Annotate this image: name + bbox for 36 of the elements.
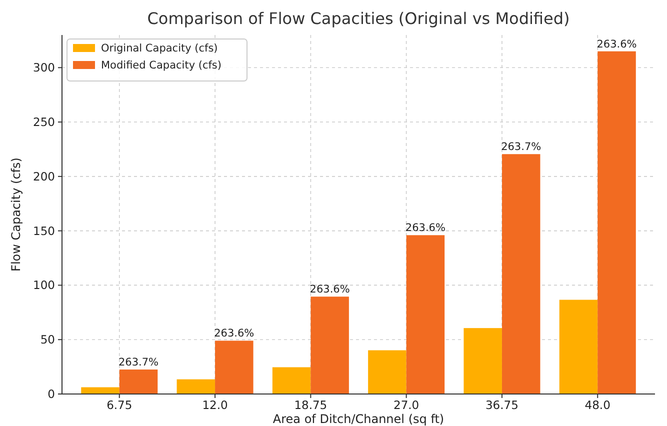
y-tick-label: 200: [33, 169, 55, 184]
bar: [406, 235, 445, 394]
bar: [81, 387, 120, 394]
bar: [119, 370, 158, 394]
bar: [176, 379, 216, 394]
legend-label: Original Capacity (cfs): [101, 42, 218, 55]
bar: [464, 328, 502, 394]
bar: [559, 300, 598, 394]
annotation: 263.6%: [405, 222, 446, 234]
x-tick-label: 18.75: [294, 398, 328, 412]
bar: [598, 51, 636, 394]
y-axis-title: Flow Capacity (cfs): [9, 158, 23, 272]
x-tick-label: 48.0: [584, 398, 610, 412]
bar: [368, 350, 406, 394]
annotation: 263.6%: [310, 284, 350, 296]
annotation: 263.6%: [214, 328, 254, 340]
y-tick-label: 50: [40, 332, 55, 347]
bar: [215, 340, 254, 394]
x-tick-label: 6.75: [106, 398, 132, 412]
bar: [310, 296, 349, 394]
y-tick-label: 300: [33, 60, 55, 75]
x-tick-label: 27.0: [394, 398, 420, 412]
y-tick-label: 0: [48, 387, 55, 402]
x-axis-title: Area of Ditch/Channel (sq ft): [272, 412, 444, 426]
x-tick-label: 36.75: [486, 398, 518, 412]
legend-label: Modified Capacity (cfs): [101, 60, 222, 72]
chart-title: Comparison of Flow Capacities (Original vs Modified): [147, 9, 570, 28]
annotation: 263.7%: [118, 356, 159, 369]
y-tick-label: 250: [33, 115, 55, 130]
y-tick-label: 100: [33, 278, 55, 292]
annotation: 263.6%: [596, 38, 637, 50]
y-tick-label: 150: [33, 224, 55, 238]
annotation: 263.7%: [501, 141, 542, 154]
bar: [272, 367, 311, 394]
x-tick-label: 12.0: [202, 398, 228, 412]
bar: [502, 154, 540, 394]
